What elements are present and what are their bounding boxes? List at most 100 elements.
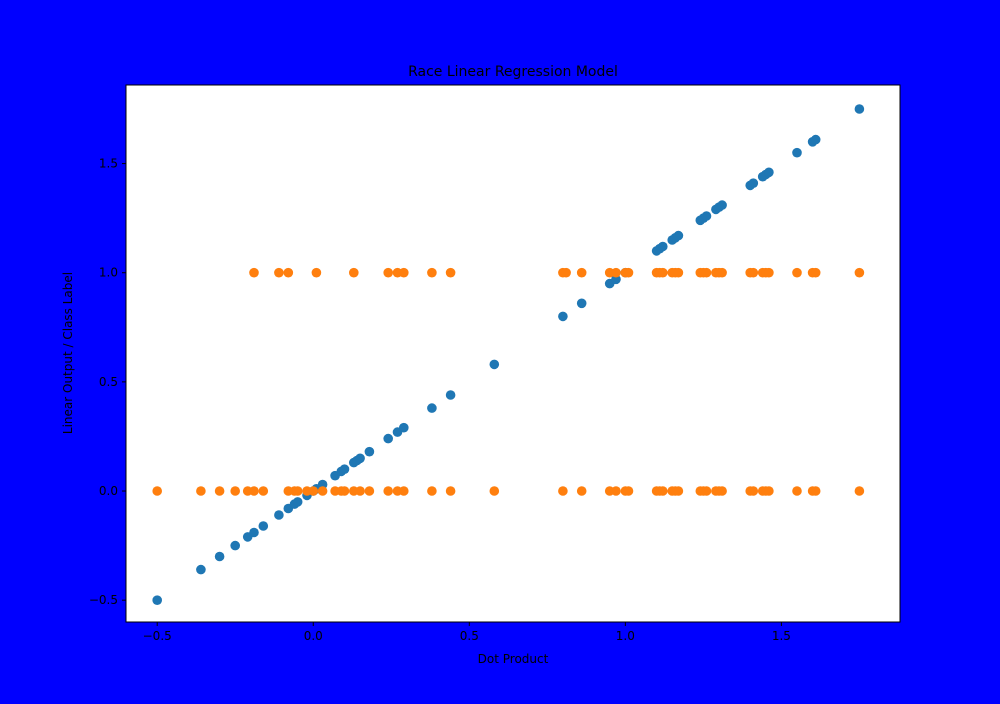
- x-tick-label: −0.5: [143, 629, 172, 643]
- data-point: [427, 486, 437, 496]
- data-point: [764, 267, 774, 278]
- data-point: [308, 486, 319, 496]
- data-point: [764, 486, 774, 496]
- data-point: [445, 267, 456, 278]
- data-point: [274, 267, 284, 278]
- data-point: [576, 486, 587, 496]
- data-point: [489, 486, 500, 496]
- data-point: [611, 486, 621, 496]
- data-point: [383, 486, 394, 496]
- data-point: [364, 486, 375, 496]
- data-point: [339, 464, 350, 475]
- data-point: [349, 267, 359, 278]
- data-point: [399, 422, 409, 433]
- data-point: [249, 486, 259, 496]
- data-point: [230, 540, 240, 551]
- data-point: [399, 486, 409, 496]
- data-point: [258, 521, 269, 531]
- plot-area: [126, 85, 900, 622]
- data-point: [292, 486, 303, 496]
- x-tick-label: 0.0: [304, 629, 323, 643]
- data-point: [717, 486, 727, 496]
- y-axis-ticks: −0.5 0.0 0.5 1.0 1.5: [89, 157, 126, 607]
- series-2: [152, 267, 865, 496]
- y-axis-label: Linear Output / Class Label: [61, 272, 75, 434]
- data-point: [383, 433, 394, 444]
- data-point: [445, 390, 456, 400]
- data-point: [355, 453, 365, 464]
- y-tick-label: 0.0: [99, 484, 118, 498]
- data-point: [274, 510, 284, 520]
- data-point: [810, 134, 821, 145]
- data-point: [792, 147, 802, 158]
- x-tick-label: 1.0: [616, 629, 635, 643]
- data-point: [623, 267, 634, 278]
- data-point: [673, 486, 684, 496]
- data-point: [658, 267, 668, 278]
- data-point: [792, 267, 802, 278]
- data-point: [152, 595, 162, 605]
- plot-frame: [125, 84, 901, 623]
- data-point: [576, 267, 587, 278]
- x-tick-label: 1.5: [772, 629, 791, 643]
- data-point: [364, 446, 375, 457]
- data-point: [214, 486, 225, 496]
- data-point: [748, 178, 759, 188]
- data-point: [673, 230, 684, 241]
- data-point: [383, 267, 394, 278]
- data-point: [196, 486, 206, 496]
- data-point: [427, 403, 437, 413]
- y-tick-label: 1.5: [99, 157, 118, 171]
- data-point: [561, 267, 571, 278]
- x-axis-label: Dot Product: [478, 652, 549, 666]
- data-point: [792, 486, 802, 496]
- data-point: [717, 267, 727, 278]
- data-point: [576, 298, 587, 309]
- data-point: [854, 486, 865, 496]
- data-point: [611, 274, 621, 285]
- data-point: [701, 486, 712, 496]
- data-point: [748, 486, 759, 496]
- data-point: [489, 359, 500, 370]
- data-point: [230, 486, 240, 496]
- x-tick-label: 0.5: [460, 629, 479, 643]
- data-point: [427, 267, 437, 278]
- data-point: [399, 267, 409, 278]
- chart-title: Race Linear Regression Model: [408, 64, 618, 80]
- data-point: [311, 267, 322, 278]
- data-point: [810, 267, 821, 278]
- data-point: [445, 486, 456, 496]
- data-point: [258, 486, 269, 496]
- data-point: [292, 497, 303, 507]
- data-point: [214, 551, 225, 562]
- data-point: [283, 267, 294, 278]
- data-point: [249, 267, 259, 278]
- data-point: [854, 104, 865, 114]
- x-axis-ticks: −0.5 0.0 0.5 1.0 1.5: [143, 622, 791, 643]
- data-point: [658, 241, 668, 252]
- y-tick-label: 0.5: [99, 375, 118, 389]
- data-point: [701, 267, 712, 278]
- data-point: [717, 200, 727, 210]
- y-tick-label: 1.0: [99, 266, 118, 280]
- data-point: [854, 267, 865, 278]
- data-point: [673, 267, 684, 278]
- data-point: [558, 311, 568, 322]
- data-point: [748, 267, 759, 278]
- data-point: [196, 564, 206, 575]
- data-point: [339, 486, 350, 496]
- data-point: [558, 486, 568, 496]
- data-point: [249, 527, 259, 538]
- data-point: [764, 167, 774, 178]
- y-tick-label: −0.5: [89, 593, 118, 607]
- data-point: [611, 267, 621, 278]
- data-point: [152, 486, 162, 496]
- data-point: [701, 211, 712, 221]
- data-point: [317, 486, 328, 496]
- data-point: [623, 486, 634, 496]
- data-point: [810, 486, 821, 496]
- data-point: [658, 486, 668, 496]
- data-point: [355, 486, 365, 496]
